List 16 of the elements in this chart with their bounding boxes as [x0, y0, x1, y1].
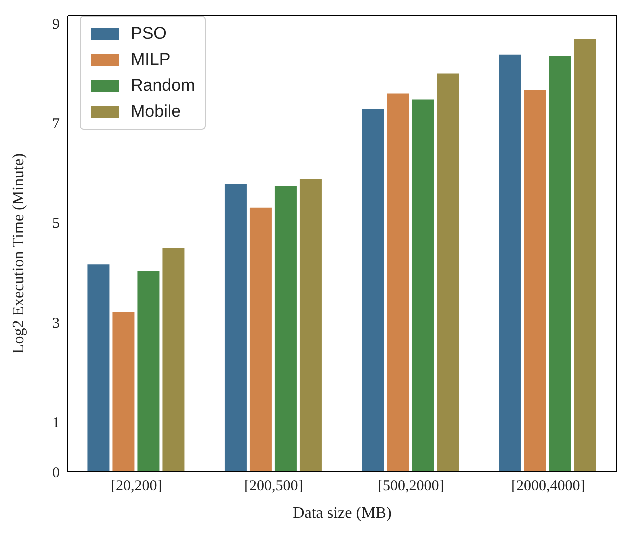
y-axis-title: Log2 Execution Time (Minute) [10, 154, 28, 354]
legend-label: PSO [130, 23, 168, 45]
x-tick-label: [200,500] [244, 478, 304, 495]
y-tick-label: 3 [52, 316, 60, 332]
y-tick-label: 9 [52, 16, 60, 33]
legend-label: Mobile [130, 101, 182, 123]
x-tick-label: [20,200] [111, 478, 162, 495]
y-tick-label: 1 [52, 415, 60, 432]
legend-label: Random [130, 75, 196, 97]
legend-label: MILP [130, 49, 172, 71]
x-tick-label: [500,2000] [378, 478, 444, 495]
x-axis-title: Data size (MB) [293, 505, 392, 522]
y-tick-label: 0 [52, 465, 60, 482]
y-tick-label: 7 [52, 116, 60, 132]
y-tick-label: 5 [52, 216, 60, 232]
x-tick-label: [2000,4000] [512, 478, 586, 495]
